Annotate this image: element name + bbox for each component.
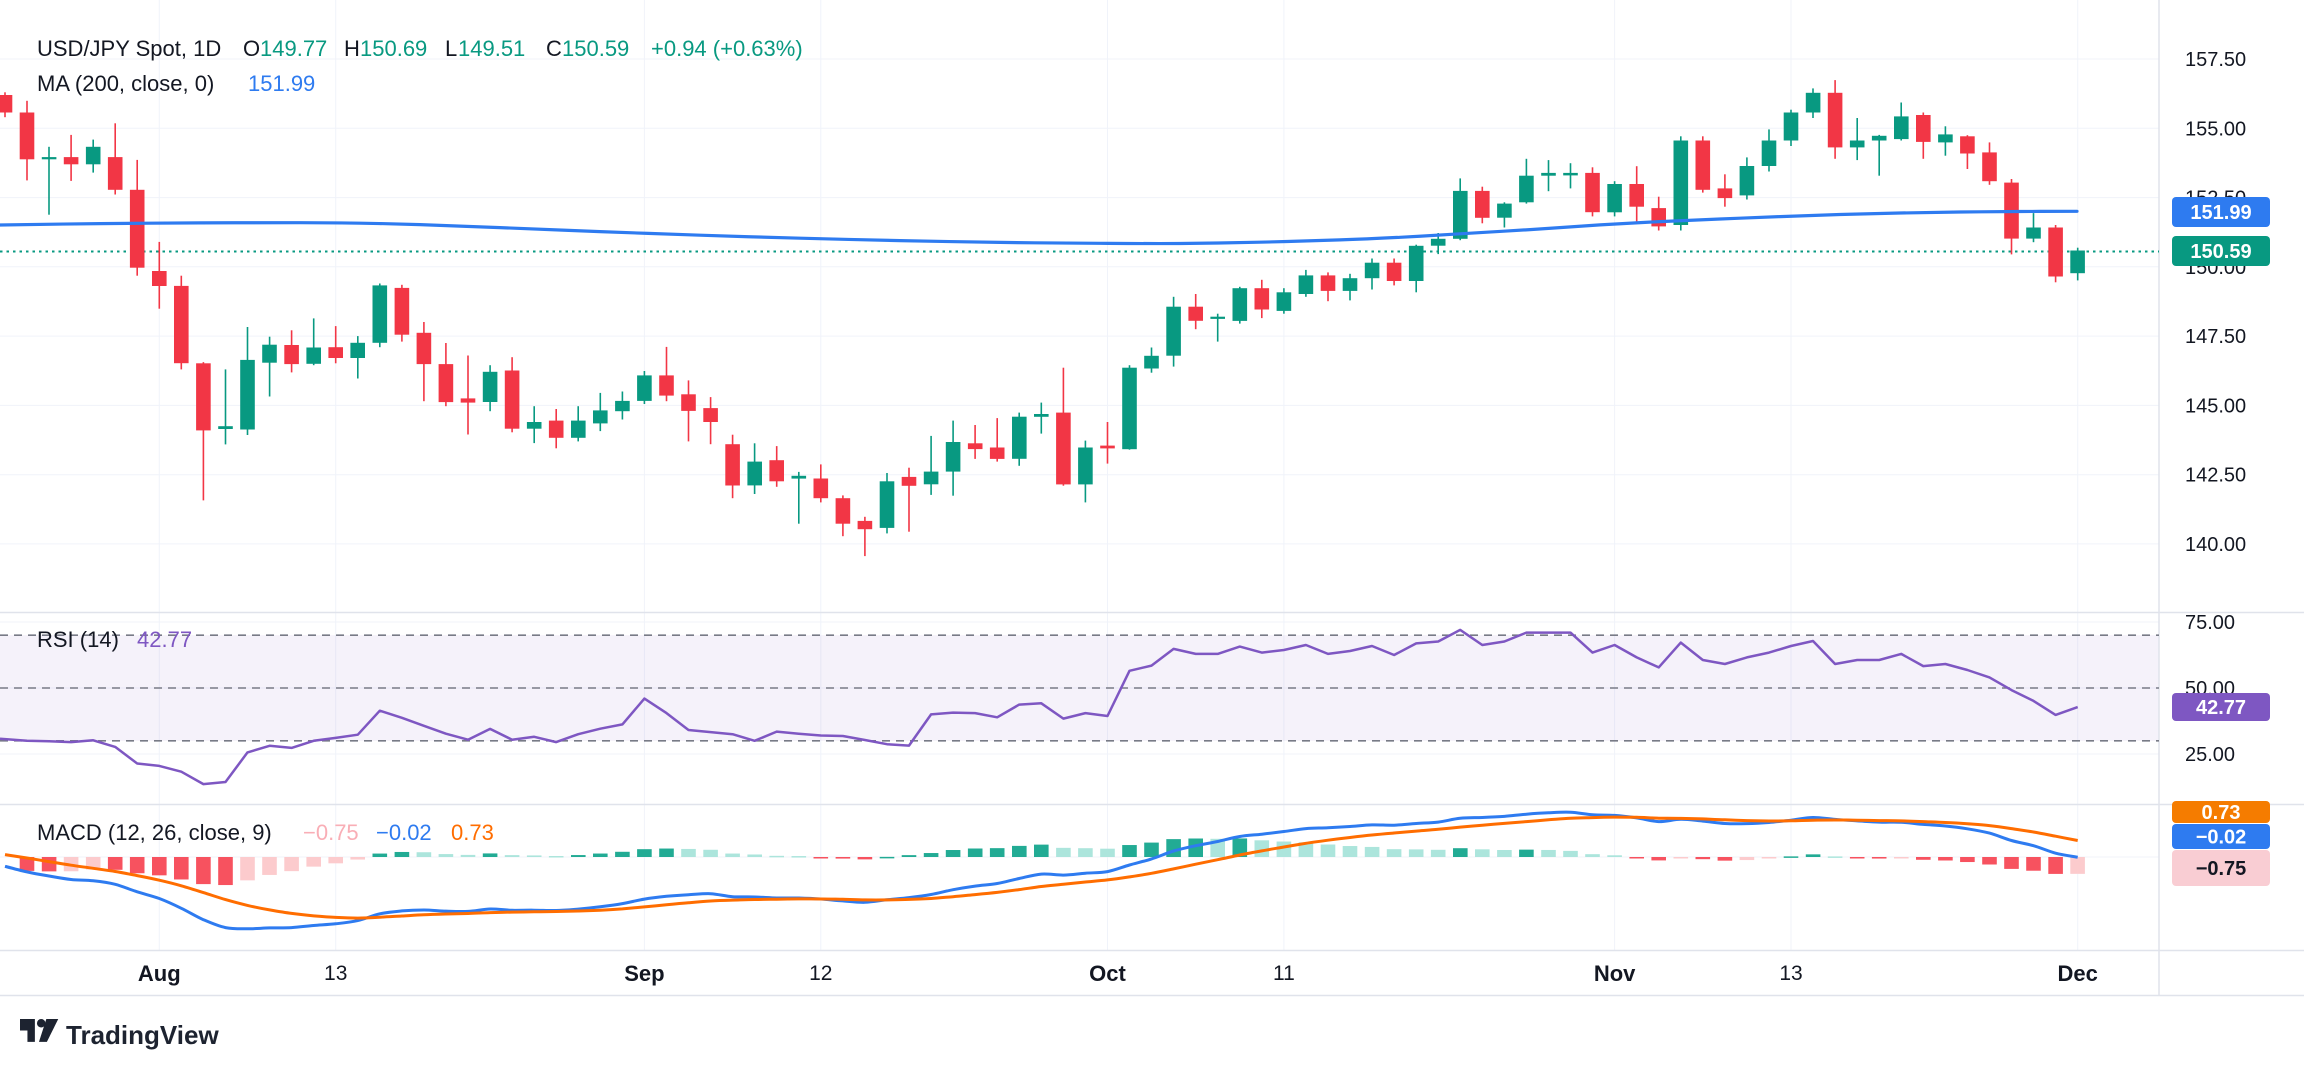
svg-text:0.73: 0.73 [451, 820, 494, 845]
svg-text:142.50: 142.50 [2185, 465, 2246, 487]
svg-text:150.59: 150.59 [2190, 241, 2251, 263]
svg-text:MA (200, close, 0): MA (200, close, 0) [37, 71, 214, 96]
svg-text:Aug: Aug [138, 961, 181, 986]
svg-text:149.51: 149.51 [458, 36, 525, 61]
svg-text:Dec: Dec [2058, 961, 2098, 986]
svg-text:151.99: 151.99 [2190, 202, 2251, 224]
svg-text:150.69: 150.69 [360, 36, 427, 61]
svg-text:Nov: Nov [1594, 961, 1636, 986]
svg-text:155.00: 155.00 [2185, 118, 2246, 140]
svg-text:75.00: 75.00 [2185, 612, 2235, 634]
svg-text:L: L [445, 36, 457, 61]
svg-text:0.73: 0.73 [2202, 802, 2241, 824]
svg-text:+0.94 (+0.63%): +0.94 (+0.63%) [651, 36, 803, 61]
svg-text:USD/JPY Spot, 1D: USD/JPY Spot, 1D [37, 36, 221, 61]
svg-text:149.77: 149.77 [260, 36, 327, 61]
svg-text:42.77: 42.77 [2196, 697, 2246, 719]
svg-text:O: O [243, 36, 260, 61]
svg-text:−0.75: −0.75 [2196, 858, 2247, 880]
svg-text:157.50: 157.50 [2185, 49, 2246, 71]
svg-text:150.59: 150.59 [562, 36, 629, 61]
svg-text:25.00: 25.00 [2185, 744, 2235, 766]
svg-text:−0.02: −0.02 [2196, 827, 2247, 849]
svg-text:147.50: 147.50 [2185, 326, 2246, 348]
svg-text:145.00: 145.00 [2185, 395, 2246, 417]
svg-text:TradingView: TradingView [66, 1020, 219, 1050]
svg-text:Sep: Sep [624, 961, 664, 986]
svg-text:151.99: 151.99 [248, 71, 315, 96]
svg-text:42.77: 42.77 [137, 627, 192, 652]
svg-text:RSI (14): RSI (14) [37, 627, 119, 652]
svg-text:13: 13 [1779, 962, 1802, 985]
svg-text:−0.02: −0.02 [376, 820, 432, 845]
svg-text:12: 12 [809, 962, 832, 985]
svg-text:C: C [546, 36, 562, 61]
svg-text:Oct: Oct [1089, 961, 1126, 986]
svg-text:140.00: 140.00 [2185, 534, 2246, 556]
svg-text:11: 11 [1273, 962, 1295, 985]
svg-text:MACD (12, 26, close, 9): MACD (12, 26, close, 9) [37, 820, 272, 845]
svg-text:−0.75: −0.75 [303, 820, 359, 845]
svg-text:H: H [344, 36, 360, 61]
svg-text:13: 13 [324, 962, 347, 985]
